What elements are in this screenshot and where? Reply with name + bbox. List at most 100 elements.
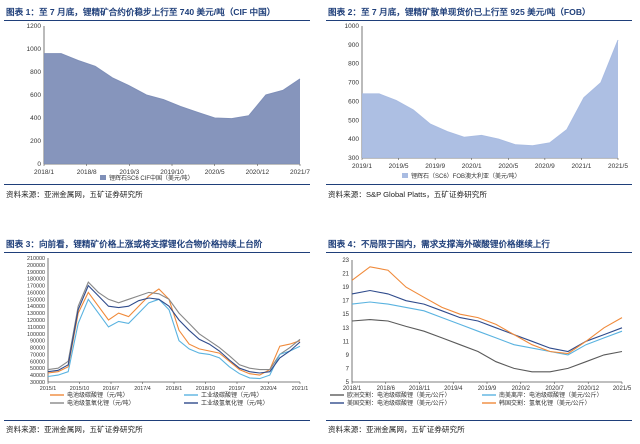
x-tick-label: 2016/7 [103, 386, 120, 392]
x-tick-label: 2020/12 [246, 169, 270, 176]
y-tick-label: 1000 [27, 46, 42, 53]
x-tick-label: 2021/5 [613, 386, 632, 392]
y-tick-label: 1200 [27, 23, 42, 30]
x-tick-label: 2020/12 [577, 386, 599, 392]
title-rule [326, 20, 632, 21]
legend-label: 锂辉石（SC6）FOB澳大利亚（美元/吨） [411, 172, 521, 180]
title-rule [4, 20, 310, 21]
y-tick-label: 150000 [27, 297, 45, 303]
chart-source: 资料来源：S&P Global Platts，五矿证券研究所 [328, 190, 487, 199]
series-line [362, 39, 619, 147]
x-tick-label: 2021/1 [571, 163, 591, 170]
x-tick-label: 2018/1 [166, 386, 183, 392]
chart-title: 图表 2：至 7 月底，锂精矿散单现货价已上行至 925 美元/吨（FOB） [328, 7, 591, 17]
y-tick-label: 200000 [27, 263, 45, 269]
y-tick-label: 21 [342, 272, 349, 278]
legend-swatch [100, 175, 106, 180]
x-tick-label: 2018/11 [409, 386, 431, 392]
series-line [47, 288, 301, 376]
y-tick-label: 130000 [27, 311, 45, 317]
footer-rule [326, 184, 632, 185]
series-area [362, 40, 618, 158]
y-tick-label: 30000 [30, 380, 45, 386]
x-tick-label: 2021/1 [292, 386, 309, 392]
x-tick-label: 2015/1 [40, 386, 57, 392]
x-tick-label: 2018/1 [34, 169, 54, 176]
legend-label: 工业级碳酸锂（元/吨） [201, 391, 263, 399]
y-tick-label: 600 [348, 98, 359, 105]
y-tick-label: 40000 [30, 373, 45, 379]
legend-label: 电池级碳酸锂（元/吨） [67, 391, 129, 399]
series-line [47, 284, 301, 374]
y-tick-label: 0 [37, 161, 41, 168]
y-tick-label: 70000 [30, 352, 45, 358]
y-tick-label: 13 [342, 326, 349, 332]
y-tick-label: 800 [348, 61, 359, 68]
legend-label: 电池级氢氧化锂（元/吨） [67, 399, 135, 407]
y-tick-label: 190000 [27, 270, 45, 276]
legend-label: 南美离岸：电池级碳酸锂（美元/公斤） [499, 391, 603, 399]
x-tick-label: 2018/1 [343, 386, 362, 392]
series-line [351, 301, 623, 356]
x-tick-label: 2015/10 [70, 386, 90, 392]
x-tick-label: 2020/1 [462, 163, 482, 170]
x-tick-label: 2021/7 [290, 169, 310, 176]
y-tick-label: 120000 [27, 318, 45, 324]
y-tick-label: 60000 [30, 359, 45, 365]
legend-label: 锂辉石SC6 CIF中国（美元/吨） [109, 174, 194, 182]
x-tick-label: 2018/10 [196, 386, 216, 392]
y-tick-label: 300 [348, 155, 359, 162]
x-tick-label: 2019/7 [229, 386, 246, 392]
chart-source: 资料来源：亚洲金属网，五矿证券研究所 [6, 425, 143, 434]
y-tick-label: 200 [30, 138, 41, 145]
footer-rule [326, 420, 632, 421]
y-tick-label: 700 [348, 80, 359, 87]
footer-rule [4, 420, 310, 421]
legend-label: 韩国交割：氢氧化锂（美元/公斤） [499, 399, 591, 407]
chart-panel-3: 图表 3：向前看，锂精矿价格上涨或将支撑锂化合物价格持续上台阶 30000 400… [4, 234, 316, 444]
y-tick-label: 7 [346, 366, 350, 372]
chart-1-svg: 0 200 400 600 800 1000 1200 2018/1 2018/8 2019/3 2… [27, 23, 311, 182]
legend-label: 美国交割：电池级碳酸锂（美元/公斤） [347, 399, 451, 407]
y-tick-label: 23 [342, 258, 349, 264]
chart-2-svg: 300 400 500 600 700 800 900 1000 2019/1 2019/5 201… [345, 23, 629, 180]
series-line [351, 289, 623, 353]
y-tick-label: 800 [30, 69, 41, 76]
chart-title: 图表 3：向前看，锂精矿价格上涨或将支撑锂化合物价格持续上台阶 [6, 239, 263, 249]
chart-3-svg: 3000040000500006000070000800009000010000… [27, 256, 309, 407]
x-tick-label: 2017/4 [134, 386, 151, 392]
x-tick-label: 2020/7 [545, 386, 564, 392]
legend-label: 欧洲交割：电池级碳酸锂（美元/公斤） [347, 391, 451, 399]
series-line [47, 298, 301, 380]
y-tick-label: 100000 [27, 332, 45, 338]
legend-label: 工业级氢氧化锂（元/吨） [201, 399, 269, 407]
chart-source: 资料来源：亚洲金属网，五矿证券研究所 [6, 190, 143, 199]
y-tick-label: 90000 [30, 339, 45, 345]
y-tick-label: 140000 [27, 304, 45, 310]
x-tick-label: 2020/4 [260, 386, 277, 392]
y-tick-label: 600 [30, 92, 41, 99]
legend-swatch [402, 173, 408, 178]
x-tick-label: 2019/9 [478, 386, 497, 392]
y-tick-label: 5 [346, 380, 350, 386]
x-tick-label: 2020/9 [535, 163, 555, 170]
chart-panel-4: 图表 4：不局限于国内，需求支撑海外碳酸锂价格继续上行 5 7 9 11 13 15 17 1… [326, 234, 638, 444]
x-tick-label: 2018/6 [377, 386, 396, 392]
y-tick-label: 400 [30, 115, 41, 122]
y-tick-label: 1000 [345, 23, 360, 30]
x-tick-label: 2019/5 [389, 163, 409, 170]
y-tick-label: 11 [343, 339, 350, 345]
chart-source: 资料来源：亚洲金属网，五矿证券研究所 [328, 425, 465, 434]
x-tick-label: 2019/4 [444, 386, 463, 392]
y-tick-label: 110000 [27, 325, 45, 331]
x-tick-label: 2020/5 [205, 169, 225, 176]
y-tick-label: 160000 [27, 290, 45, 296]
chart-panel-2: 图表 2：至 7 月底，锂精矿散单现货价已上行至 925 美元/吨（FOB） 3… [326, 2, 638, 212]
y-tick-label: 180000 [27, 277, 45, 283]
series-line [351, 319, 623, 373]
y-tick-label: 400 [348, 136, 359, 143]
footer-rule [4, 184, 310, 185]
y-tick-label: 210000 [27, 256, 45, 262]
series-line [351, 266, 623, 355]
y-tick-label: 15 [342, 312, 349, 318]
